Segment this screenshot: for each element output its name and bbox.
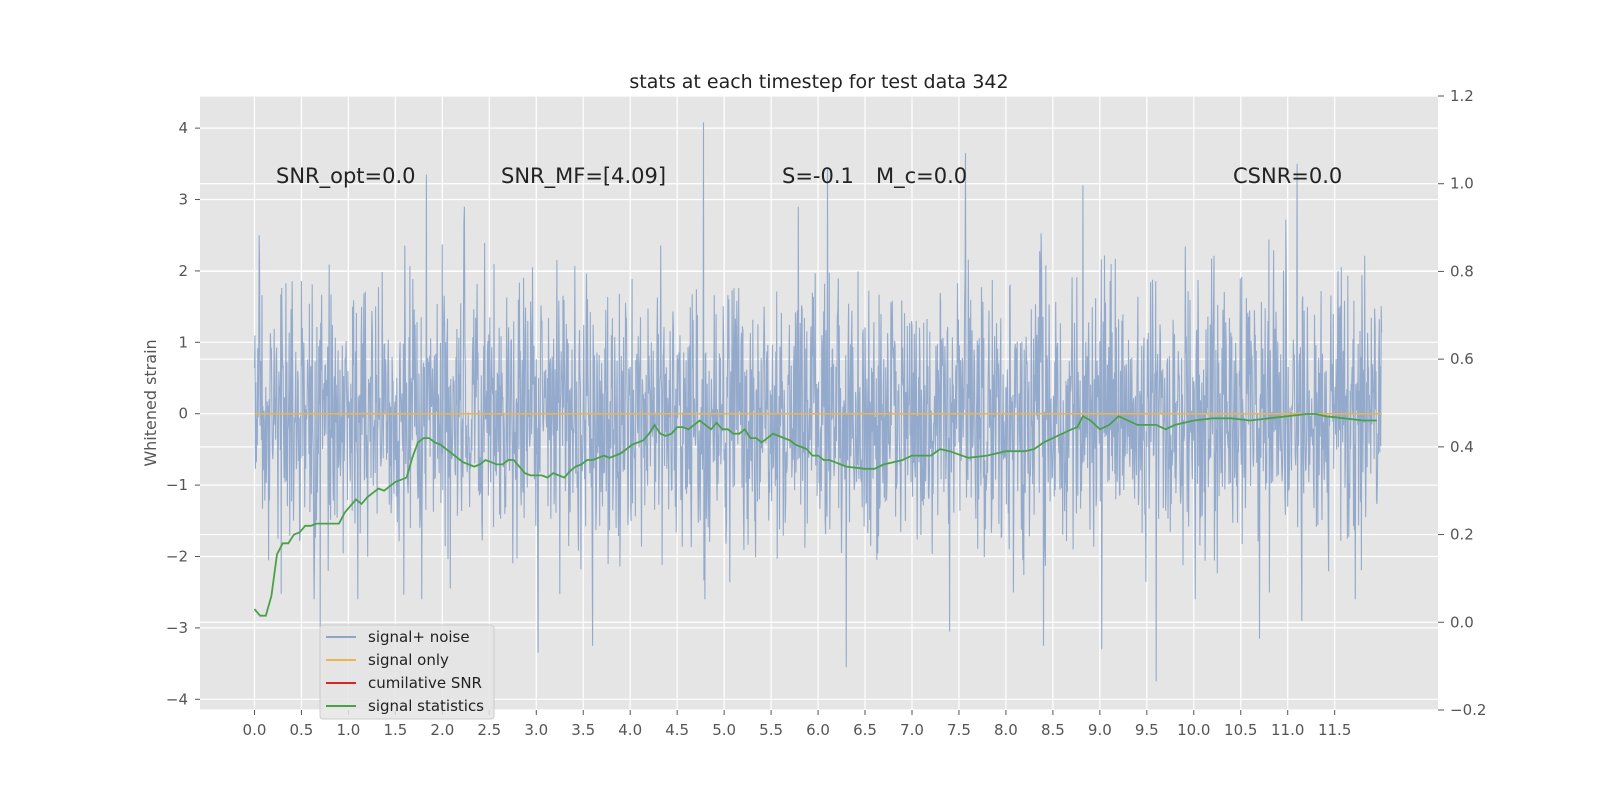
y-tick-label: −3 — [166, 619, 188, 637]
legend-box — [319, 624, 495, 720]
x-tick-label: 4.5 — [665, 721, 689, 739]
legend: signal+ noise signal only cumilative SNR… — [319, 624, 495, 720]
x-tick-label: 0.5 — [290, 721, 314, 739]
signal-statistics-series — [253, 413, 1377, 617]
x-tick-label: 7.5 — [947, 721, 971, 739]
x-tick-label: 1.0 — [336, 721, 360, 739]
y2-tick-label: 0.6 — [1450, 350, 1474, 368]
chart-title: stats at each timestep for test data 342 — [629, 71, 1008, 93]
y2-tick-label: 0.0 — [1450, 613, 1474, 631]
x-tick-label: 2.0 — [430, 721, 454, 739]
legend-label-cumulative-snr: cumilative SNR — [368, 674, 482, 692]
x-tick-label: 3.0 — [524, 721, 548, 739]
signal-noise-line — [253, 122, 1383, 682]
right-y-axis-ticks: 1.2 1.0 0.8 0.6 0.4 0.2 0.0 −0.2 — [1438, 87, 1486, 719]
x-tick-label: 6.0 — [806, 721, 830, 739]
x-tick-label: 6.5 — [853, 721, 877, 739]
x-tick-label: 10.0 — [1177, 721, 1210, 739]
y-tick-label: −1 — [166, 476, 188, 494]
y-tick-label: 1 — [178, 333, 188, 351]
x-tick-label: 7.0 — [900, 721, 924, 739]
y-axis-ticks: 4 3 2 1 0 −1 −2 −3 −4 — [166, 119, 200, 708]
y-axis-label: Whitened strain — [141, 339, 160, 466]
y-tick-label: 3 — [178, 191, 188, 209]
y-tick-label: 0 — [178, 405, 188, 423]
x-tick-label: 0.0 — [243, 721, 267, 739]
y-tick-label: −4 — [166, 690, 188, 708]
x-tick-label: 11.5 — [1318, 721, 1351, 739]
x-tick-label: 11.0 — [1271, 721, 1304, 739]
y2-tick-label: −0.2 — [1450, 701, 1486, 719]
y-tick-label: 2 — [178, 262, 188, 280]
x-tick-label: 9.0 — [1088, 721, 1112, 739]
x-tick-label: 5.0 — [712, 721, 736, 739]
y2-tick-label: 0.2 — [1450, 526, 1474, 544]
x-tick-label: 1.5 — [383, 721, 407, 739]
annotation-snr-mf: SNR_MF=[4.09] — [501, 164, 666, 189]
y2-tick-label: 1.0 — [1450, 175, 1474, 193]
x-tick-label: 3.5 — [571, 721, 595, 739]
legend-label-signal-statistics: signal statistics — [368, 697, 484, 715]
legend-label-signal-noise: signal+ noise — [368, 628, 470, 646]
signal-statistics-line — [253, 413, 1377, 617]
x-tick-label: 10.5 — [1224, 721, 1257, 739]
annotation-snr-opt: SNR_opt=0.0 — [276, 164, 416, 189]
y-tick-label: −2 — [166, 548, 188, 566]
x-tick-label: 4.0 — [618, 721, 642, 739]
annotation-csnr: CSNR=0.0 — [1233, 164, 1342, 188]
legend-label-signal-only: signal only — [368, 651, 449, 669]
annotation-s: S=-0.1 — [782, 164, 854, 188]
x-tick-label: 8.5 — [1041, 721, 1065, 739]
x-tick-label: 2.5 — [477, 721, 501, 739]
y-tick-label: 4 — [178, 119, 188, 137]
annotation-mc: M_c=0.0 — [876, 164, 967, 189]
annotations: SNR_opt=0.0 SNR_MF=[4.09] S=-0.1 M_c=0.0… — [276, 164, 1342, 189]
signal-noise-series — [253, 122, 1383, 682]
y2-tick-label: 1.2 — [1450, 87, 1474, 105]
x-tick-label: 5.5 — [759, 721, 783, 739]
y2-tick-label: 0.4 — [1450, 438, 1474, 456]
y2-tick-label: 0.8 — [1450, 262, 1474, 280]
x-axis-ticks: 0.0 0.5 1.0 1.5 2.0 2.5 3.0 3.5 4.0 4.5 5.0 5.5 6.0 6… — [243, 710, 1351, 739]
x-tick-label: 9.5 — [1135, 721, 1159, 739]
x-tick-label: 8.0 — [994, 721, 1018, 739]
